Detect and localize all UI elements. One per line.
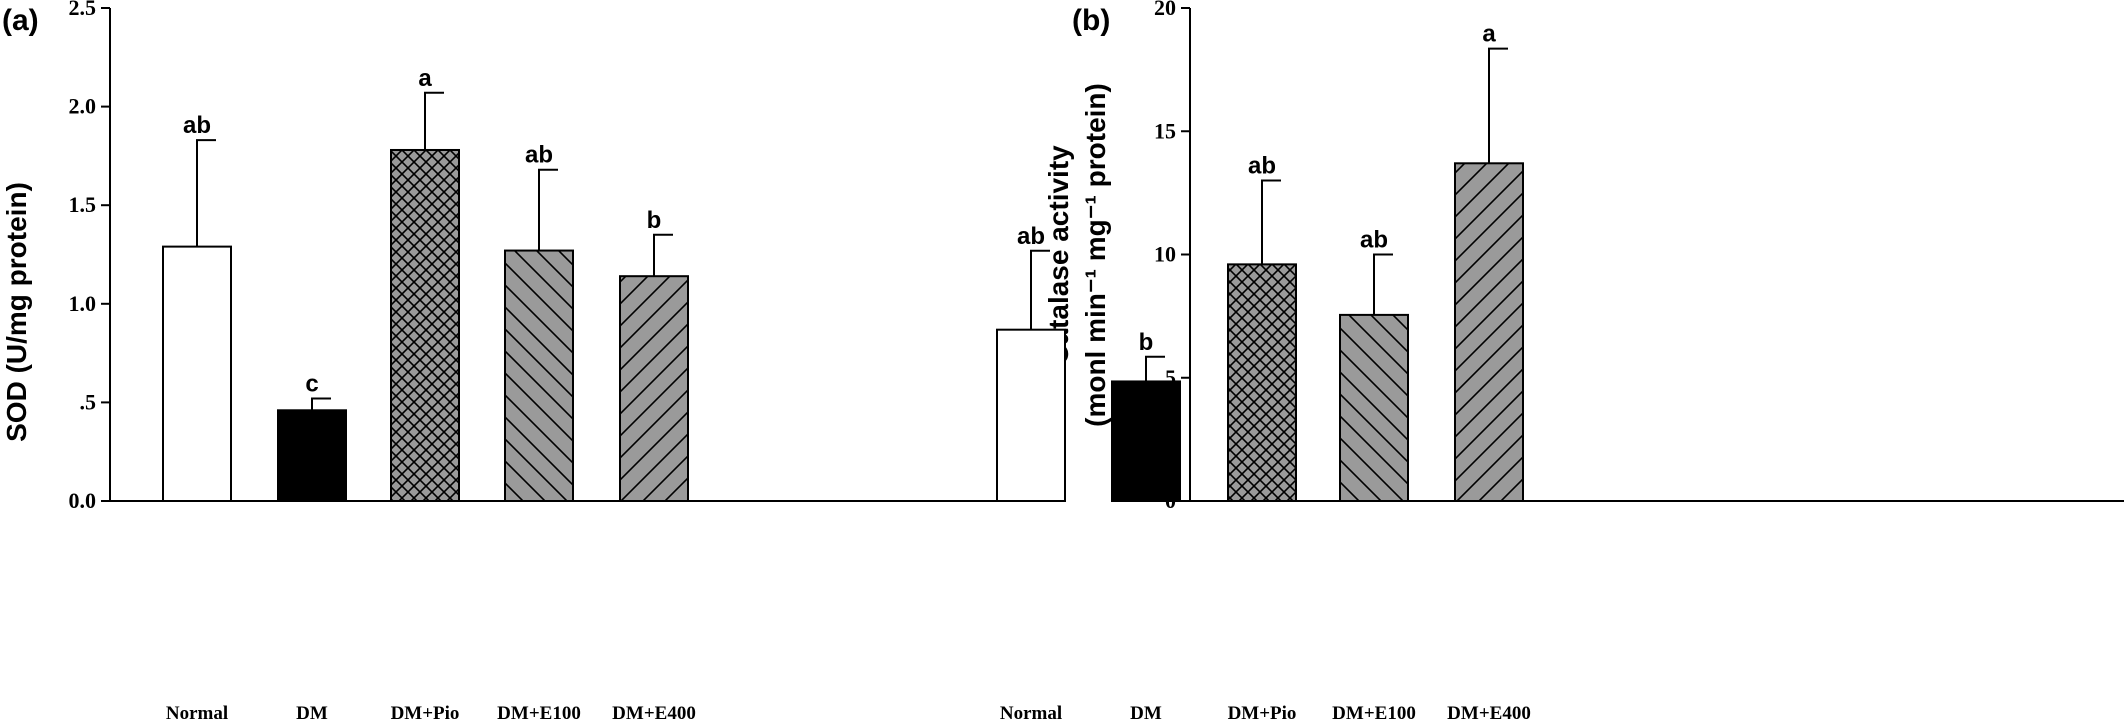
panel-a-category-label: DM+E400	[612, 703, 696, 720]
panel-b-y-axis-label-line2: (monl min⁻¹ mg⁻¹ protein)	[1080, 83, 1111, 427]
panel-a-y-tick-label: 1.0	[69, 291, 97, 316]
panel-b-bar-dm	[1111, 380, 1181, 503]
panel-b-axes: 05101520	[1154, 0, 2124, 513]
panel-a-y-tick-label: 2.5	[69, 0, 97, 20]
panel-b-y-tick-label: 20	[1154, 0, 1176, 20]
panel-a-y-tick-label: .5	[80, 389, 97, 414]
panel-a-bar-normal	[162, 245, 232, 502]
panel-b-bar-dm-pio	[1227, 263, 1297, 502]
panel-b-category-label: DM+E100	[1332, 703, 1416, 720]
panel-a-y-tick-label: 0.0	[69, 488, 97, 513]
panel-b-y-tick-label: 10	[1154, 242, 1176, 267]
panel-b-category-label: DM	[1130, 703, 1162, 720]
panel-a-y-tick-label: 2.0	[69, 94, 97, 119]
panel-a-axes: 0.0 .5 1.0 1.5 2.0 2.5	[69, 0, 1048, 513]
panel-b-bar-normal	[996, 328, 1066, 502]
panel-a-label: (a)	[2, 4, 39, 37]
panel-b-category-label: Normal	[1000, 703, 1062, 720]
panel-b-significance-label: a	[1482, 21, 1496, 48]
panel-a-category-label: DM+Pio	[391, 703, 460, 720]
panel-b-bar-dm-e400	[1454, 162, 1524, 502]
panel-a-significance-label: a	[418, 65, 432, 92]
panel-a-significance-label: c	[305, 370, 318, 397]
panel-a: (a) SOD (U/mg protein) 0.0 .5 1.0 1.5 2.0 2.5…	[1, 0, 1048, 720]
panel-b-bars: ab Normal b DM ab DM+Pio ab DM+E100 a DM+E400	[996, 21, 1531, 720]
panel-b-y-tick-label: 15	[1154, 118, 1176, 143]
panel-a-significance-label: ab	[183, 112, 211, 139]
panel-a-y-axis-label: SOD (U/mg protein)	[1, 182, 32, 442]
panel-a-y-tick-label: 1.5	[69, 192, 97, 217]
panel-b-y-tick-label: 5	[1165, 365, 1176, 390]
panel-b-significance-label: ab	[1248, 153, 1276, 180]
panel-b-significance-label: ab	[1360, 227, 1388, 254]
panel-b-bar-dm-e100	[1339, 313, 1409, 502]
panel-a-bar-dm-pio	[390, 148, 460, 502]
panel-b-significance-label: b	[1139, 329, 1154, 356]
panel-a-bar-dm-e400	[619, 275, 689, 502]
panel-a-bar-dm	[277, 409, 347, 502]
panel-a-bars: ab Normal c DM a DM+Pio ab DM+E100 b DM+E400	[162, 65, 696, 720]
panel-a-significance-label: b	[647, 207, 662, 234]
panel-b-label: (b)	[1072, 4, 1110, 37]
panel-a-category-label: DM	[296, 703, 328, 720]
panel-b: (b) Catalase activity (monl min⁻¹ mg⁻¹ p…	[996, 0, 2124, 720]
panel-b-y-axis-label-line1: Catalase activity	[1043, 145, 1074, 365]
panel-a-significance-label: ab	[525, 142, 553, 169]
panel-b-significance-label: ab	[1017, 223, 1045, 250]
panel-a-category-label: Normal	[166, 703, 228, 720]
panel-b-category-label: DM+E400	[1447, 703, 1531, 720]
panel-a-category-label: DM+E100	[497, 703, 581, 720]
panel-a-bar-dm-e100	[504, 249, 574, 502]
panel-b-category-label: DM+Pio	[1228, 703, 1297, 720]
